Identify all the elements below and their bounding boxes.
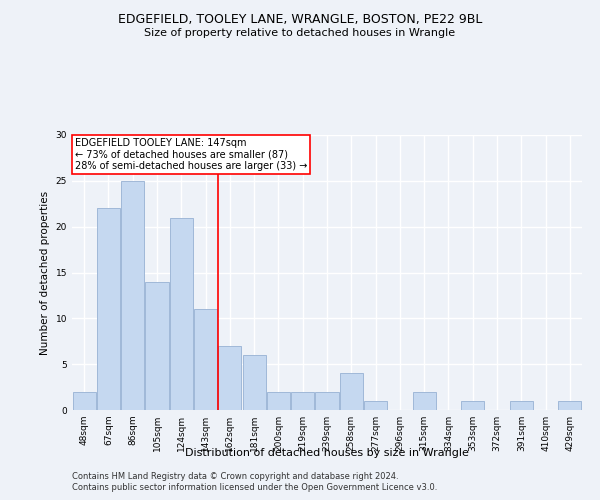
Bar — [559, 401, 581, 410]
Bar — [510, 401, 533, 410]
Bar — [413, 392, 436, 410]
Bar — [145, 282, 169, 410]
Text: Size of property relative to detached houses in Wrangle: Size of property relative to detached ho… — [145, 28, 455, 38]
Bar — [170, 218, 193, 410]
Text: Contains HM Land Registry data © Crown copyright and database right 2024.: Contains HM Land Registry data © Crown c… — [72, 472, 398, 481]
Text: EDGEFIELD TOOLEY LANE: 147sqm
← 73% of detached houses are smaller (87)
28% of s: EDGEFIELD TOOLEY LANE: 147sqm ← 73% of d… — [74, 138, 307, 171]
Bar — [218, 346, 241, 410]
Bar — [291, 392, 314, 410]
Y-axis label: Number of detached properties: Number of detached properties — [40, 190, 50, 354]
Bar — [97, 208, 120, 410]
Bar — [316, 392, 338, 410]
Bar — [267, 392, 290, 410]
Bar — [364, 401, 387, 410]
Text: Contains public sector information licensed under the Open Government Licence v3: Contains public sector information licen… — [72, 484, 437, 492]
Text: EDGEFIELD, TOOLEY LANE, WRANGLE, BOSTON, PE22 9BL: EDGEFIELD, TOOLEY LANE, WRANGLE, BOSTON,… — [118, 12, 482, 26]
Bar — [194, 309, 217, 410]
Text: Distribution of detached houses by size in Wrangle: Distribution of detached houses by size … — [185, 448, 469, 458]
Bar — [121, 181, 144, 410]
Bar — [340, 374, 363, 410]
Bar — [461, 401, 484, 410]
Bar — [242, 355, 266, 410]
Bar — [73, 392, 95, 410]
